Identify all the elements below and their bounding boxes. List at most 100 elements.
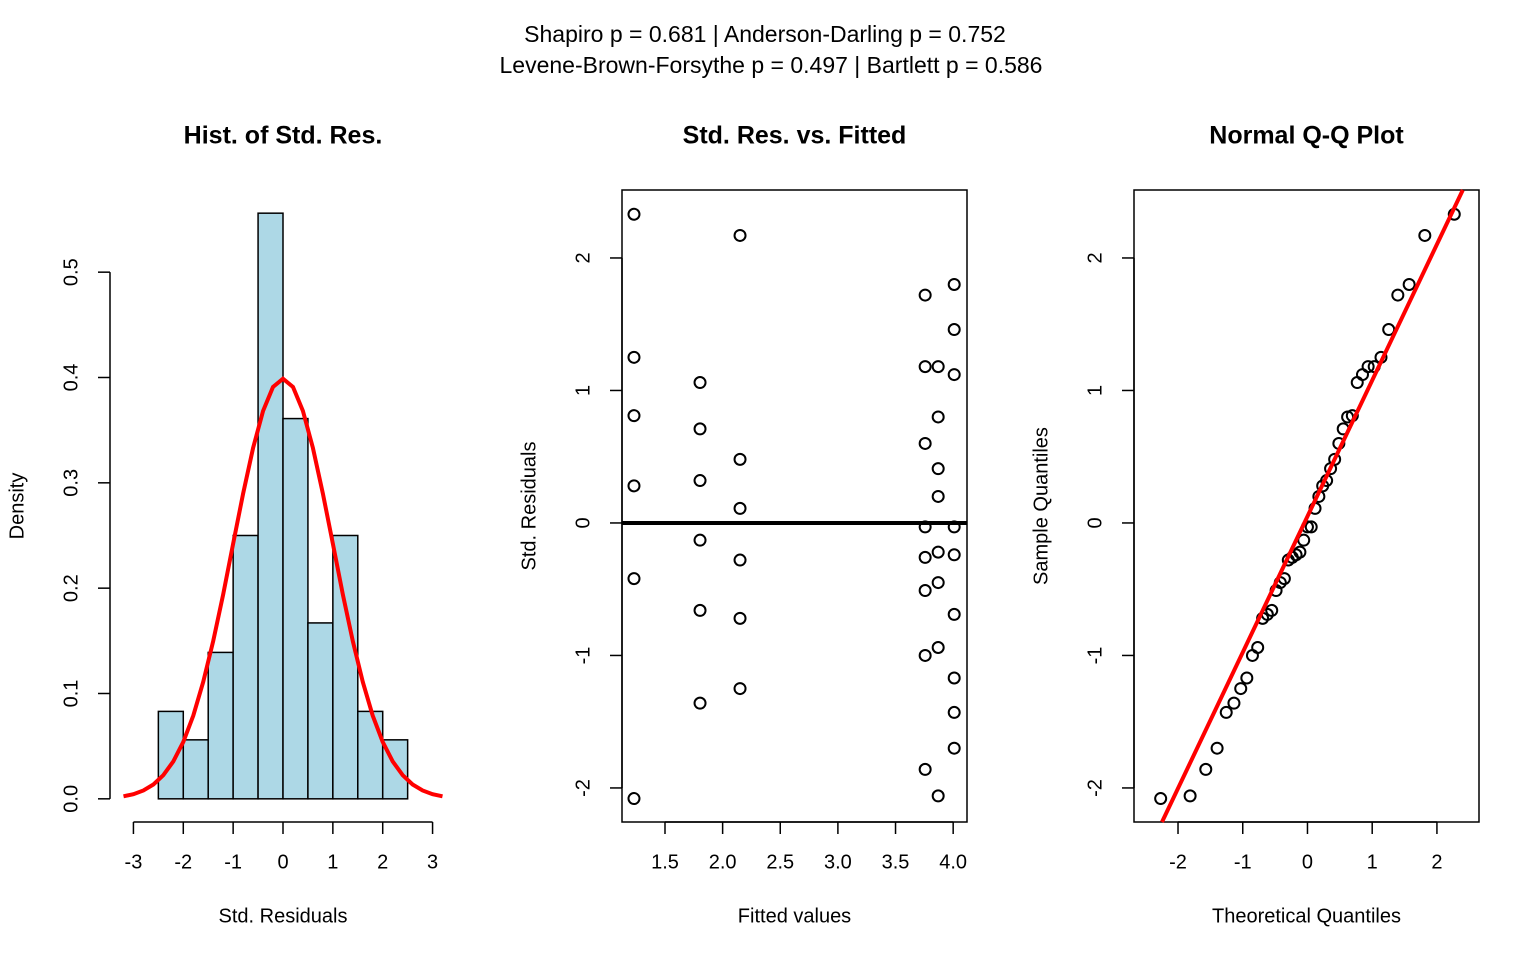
- point: [693, 376, 707, 390]
- bar: [207, 651, 234, 800]
- y-tick-label: 1: [572, 385, 594, 396]
- point: [1234, 682, 1248, 696]
- point: [1361, 360, 1375, 374]
- bar: [157, 710, 185, 800]
- x-tick-label: 2.5: [766, 851, 794, 873]
- point: [1418, 228, 1432, 242]
- bar: [182, 739, 209, 800]
- y-tick-label: -2: [572, 779, 594, 797]
- point: [693, 533, 707, 547]
- y-tick-label: 0.2: [60, 574, 82, 602]
- panel: Normal Q-Q Plot Theoretical Quantiles Samp…: [1030, 122, 1480, 927]
- bar: [307, 622, 334, 800]
- point: [627, 350, 641, 364]
- panel-title: Normal Q-Q Plot: [1209, 122, 1404, 150]
- point: [1293, 545, 1307, 559]
- point: [627, 572, 641, 586]
- panel: Hist. of Std. Res. Std. Residuals Density -…: [6, 122, 443, 927]
- point: [1251, 641, 1265, 655]
- point: [1227, 696, 1241, 710]
- bar: [232, 534, 259, 800]
- y-tick-label: 0.0: [60, 785, 82, 813]
- point: [947, 520, 961, 534]
- point: [947, 277, 961, 291]
- point: [918, 288, 932, 302]
- suptitle-line: Levene-Brown-Forsythe p = 0.497 | Bartle…: [500, 52, 1043, 78]
- x-tick-label: 0: [277, 851, 288, 873]
- x-tick-label: 3: [427, 851, 438, 873]
- point: [931, 462, 945, 476]
- point: [733, 228, 747, 242]
- point: [918, 436, 932, 450]
- point: [947, 548, 961, 562]
- point: [627, 792, 641, 806]
- point: [627, 409, 641, 423]
- point: [931, 641, 945, 655]
- x-axis-label: Std. Residuals: [219, 905, 348, 927]
- bar: [282, 417, 309, 800]
- point: [1402, 277, 1416, 291]
- point: [693, 696, 707, 710]
- point: [1210, 741, 1224, 755]
- point: [693, 603, 707, 617]
- point: [918, 648, 932, 662]
- panel: Std. Res. vs. Fitted Fitted values Std. Re…: [518, 122, 968, 927]
- x-tick-label: 1: [327, 851, 338, 873]
- point: [947, 671, 961, 685]
- plot-frame: [1133, 189, 1480, 823]
- x-tick-label: 3.5: [882, 851, 910, 873]
- point: [931, 410, 945, 424]
- x-tick-label: 3.0: [824, 851, 852, 873]
- y-tick-label: 0.3: [60, 469, 82, 497]
- x-tick-label: 2: [377, 851, 388, 873]
- point: [627, 207, 641, 221]
- y-tick-label: 0.1: [60, 680, 82, 708]
- point: [733, 682, 747, 696]
- x-tick-label: 1: [1367, 851, 1378, 873]
- point: [947, 323, 961, 337]
- qq-line: [1160, 189, 1465, 823]
- point: [1328, 452, 1342, 466]
- point: [1183, 789, 1197, 803]
- point: [931, 489, 945, 503]
- suptitle-line: Shapiro p = 0.681 | Anderson-Darling p =…: [524, 21, 1006, 47]
- y-tick-label: 0: [1084, 517, 1106, 528]
- y-tick-label: -1: [1084, 647, 1106, 665]
- panel-title: Hist. of Std. Res.: [184, 122, 383, 150]
- x-tick-label: -1: [224, 851, 242, 873]
- point: [733, 452, 747, 466]
- point: [947, 741, 961, 755]
- point: [1154, 792, 1168, 806]
- point: [947, 705, 961, 719]
- point: [1219, 705, 1233, 719]
- x-tick-label: 0: [1302, 851, 1313, 873]
- point: [733, 501, 747, 515]
- panel-title: Std. Res. vs. Fitted: [683, 122, 907, 150]
- y-axis-label: Std. Residuals: [518, 442, 540, 571]
- x-tick-label: 2.0: [709, 851, 737, 873]
- point: [931, 789, 945, 803]
- y-tick-label: 1: [1084, 385, 1106, 396]
- x-axis-label: Fitted values: [738, 905, 851, 927]
- point: [693, 474, 707, 488]
- point: [918, 550, 932, 564]
- point: [1391, 288, 1405, 302]
- y-tick-label: 0.5: [60, 258, 82, 286]
- point: [1199, 762, 1213, 776]
- x-tick-label: -2: [1169, 851, 1187, 873]
- x-tick-label: -1: [1234, 851, 1252, 873]
- point: [947, 368, 961, 382]
- point: [1265, 603, 1279, 617]
- point: [693, 422, 707, 436]
- bar: [257, 212, 284, 800]
- point: [931, 576, 945, 590]
- x-tick-label: 2: [1431, 851, 1442, 873]
- y-axis-label: Sample Quantiles: [1030, 427, 1052, 585]
- y-tick-label: 0: [572, 517, 594, 528]
- y-tick-label: 2: [572, 252, 594, 263]
- point: [918, 360, 932, 374]
- bar: [332, 534, 359, 800]
- point: [918, 520, 932, 534]
- point: [1304, 520, 1318, 534]
